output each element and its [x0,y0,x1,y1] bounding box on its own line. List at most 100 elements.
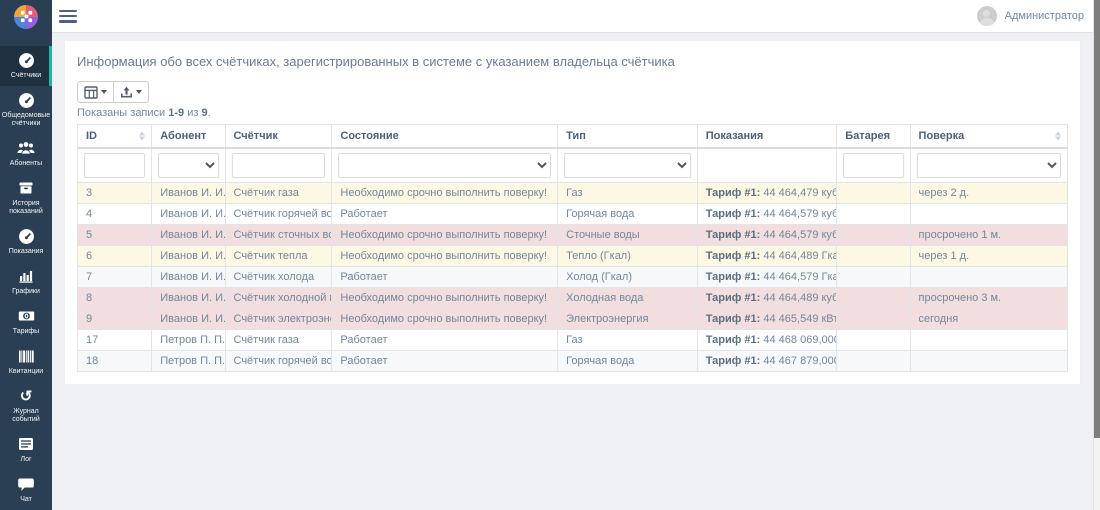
export-menu-button[interactable] [114,81,149,103]
scrollbar-thumb[interactable] [1094,0,1100,438]
users-icon [17,139,35,157]
sidebar-item-house-meters[interactable]: Общедомовые счётчики [0,86,52,134]
cell-abonent: Иванов И. И. [151,245,226,267]
cell-battery [836,203,911,225]
gauge-icon [18,91,35,109]
column-header-id[interactable]: ID [76,124,153,149]
caret-down-icon [101,90,107,94]
sort-icon [1055,131,1061,141]
cell-verification: через 2 д. [909,182,1069,204]
tariff-label: Тариф #1: [705,208,761,220]
tariff-label: Тариф #1: [705,229,761,241]
view-menu-button[interactable] [77,81,114,103]
cell-readings: Тариф #1: 44 464,489 Гкал [696,245,838,267]
sidebar-item-readings-history[interactable]: История показаний [0,174,52,222]
sidebar-item-abonents[interactable]: Абоненты [0,134,52,174]
filter-meter-input[interactable] [231,153,326,178]
cell-meter: Счётчик горячей воды [224,203,333,225]
records-total: 9 [201,107,208,119]
gauge-icon [18,51,35,69]
tariff-label: Тариф #1: [705,187,761,199]
cell-state: Работает [331,329,559,351]
sidebar-item-log[interactable]: Лог [0,430,52,470]
sidebar-item-label: Чат [20,496,32,503]
cell-verification [909,329,1069,351]
export-icon [121,86,132,97]
user-menu[interactable]: Администратор [976,6,1084,26]
cell-verification [909,266,1069,288]
cell-type: Тепло (Гкал) [557,245,698,267]
cell-battery [836,245,911,267]
sidebar-item-charts[interactable]: Графики [0,262,52,302]
cell-abonent: Петров П. П. [151,329,226,351]
filter-verification-select[interactable] [916,153,1061,178]
cell-verification [909,203,1069,225]
reading-value: 44 464,489 Гкал [760,250,837,262]
log-list-icon [18,435,34,453]
cell-battery [836,224,911,246]
user-avatar [976,6,997,26]
cell-abonent: Петров П. П. [151,350,226,372]
page-scrollbar [1093,0,1100,510]
cell-battery [836,308,911,330]
cell-meter: Счётчик газа [224,182,333,204]
cell-state: Необходимо срочно выполнить поверку! [331,308,559,330]
records-range: 1-9 [168,107,185,119]
reading-value: 44 464,489 куб. м [763,292,835,304]
cell-type: Горячая вода [557,350,698,372]
cell-readings: Тариф #1: 44 464,579 куб. м [696,224,838,246]
column-header-battery: Батарея [836,124,911,149]
filter-id-input[interactable] [84,153,146,178]
page-title: Информация обо всех счётчиках, зарегистр… [77,54,675,69]
cell-type: Газ [557,182,698,204]
app-logo[interactable] [0,0,52,33]
cell-id: 9 [76,308,153,330]
sidebar-item-meters[interactable]: Счётчики [0,46,52,86]
sidebar-item-tariffs[interactable]: Тарифы [0,302,52,342]
cell-type: Электроэнергия [557,308,698,330]
column-header-verification[interactable]: Поверка [909,124,1069,149]
column-header-abonent: Абонент [151,124,226,149]
filter-state-select[interactable] [338,153,552,178]
sidebar-item-event-log[interactable]: ↺ Журнал событий [0,382,52,430]
meters-panel: Информация обо всех счётчиках, зарегистр… [64,40,1081,385]
reading-value: 44 465,549 кВт*ч [763,313,835,325]
hamburger-icon[interactable] [59,9,77,23]
sidebar-item-readings[interactable]: Показания [0,222,52,262]
bar-chart-icon [18,267,34,285]
sidebar-item-chat[interactable]: Чат [0,470,52,510]
tariff-label: Тариф #1: [705,334,761,346]
cell-battery [836,182,911,204]
table-row: 3 Иванов И. И. Счётчик газа Необходимо сроч… [76,182,1069,204]
banknote-icon [18,307,35,325]
sidebar-item-label: Показания [8,248,44,255]
cell-readings: Тариф #1: 44 464,579 куб. м [696,203,838,225]
reading-value: 44 464,579 Гкал [760,271,837,283]
filter-abonent-select[interactable] [158,153,219,178]
column-header-type: Тип [557,124,698,149]
sidebar-item-label: Счётчики [10,72,42,79]
cell-id: 17 [76,329,153,351]
cell-abonent: Иванов И. И. [151,308,226,330]
column-header-meter: Счётчик [224,124,333,149]
cell-type: Горячая вода [557,203,698,225]
tariff-label: Тариф #1: [705,292,761,304]
cell-id: 8 [76,287,153,309]
sort-icon [139,131,146,141]
filter-battery-input[interactable] [843,153,904,178]
content-area: Информация обо всех счётчиках, зарегистр… [52,33,1093,510]
table-columns-icon [84,85,98,99]
cell-type: Холодная вода [557,287,698,309]
cell-meter: Счётчик газа [224,329,333,351]
cell-state: Работает [331,266,559,288]
sidebar-item-receipts[interactable]: Квитанции [0,342,52,382]
cell-readings: Тариф #1: 44 468 069,000 куб. м [696,329,838,351]
filter-type-select[interactable] [564,153,691,178]
cell-type: Сточные воды [557,224,698,246]
chat-bubble-icon [18,475,34,493]
cell-type: Газ [557,329,698,351]
sidebar-item-label: Графики [12,288,40,295]
